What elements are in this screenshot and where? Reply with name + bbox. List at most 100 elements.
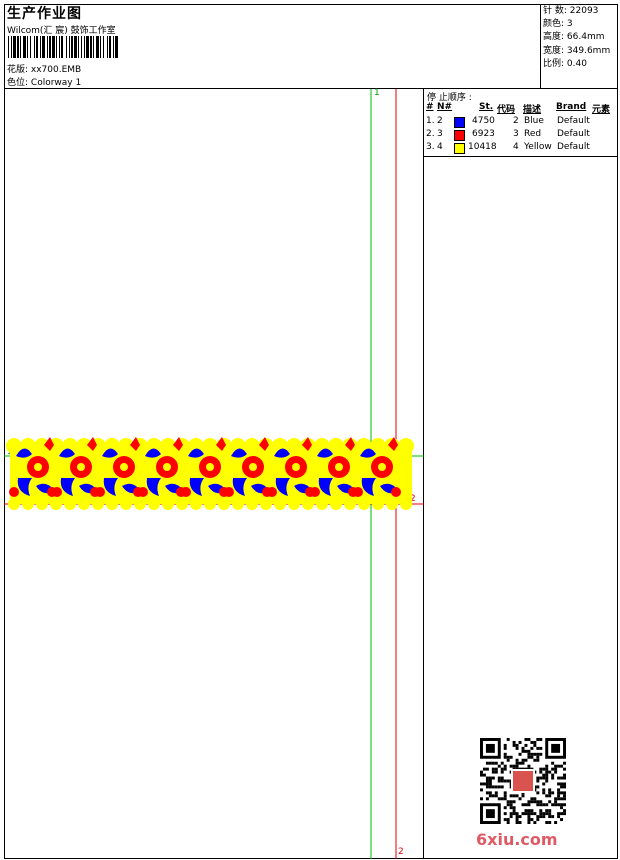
- qr-module: [497, 779, 501, 783]
- band-scallop-bottom: [260, 498, 272, 510]
- barcode-bar: [90, 36, 92, 58]
- qr-module: [536, 738, 540, 741]
- flower-center: [249, 463, 257, 471]
- row-desc: Red: [524, 129, 542, 139]
- qr-module: [509, 794, 513, 798]
- qr-module: [536, 758, 540, 762]
- qr-module: [557, 812, 561, 816]
- qr-module: [545, 776, 549, 780]
- band-scallop-top: [118, 438, 134, 454]
- leaf-blue-lower: [17, 478, 32, 496]
- band-scallop-bottom: [372, 498, 384, 510]
- qr-module: [530, 800, 534, 804]
- qr-module: [545, 764, 549, 768]
- barcode-bar: [61, 36, 63, 58]
- qr-module: [497, 764, 501, 768]
- row-code: 3: [513, 129, 519, 139]
- spec-width: 宽度: 349.6mm: [543, 45, 618, 58]
- qr-module: [509, 806, 513, 810]
- qr-module: [554, 803, 558, 807]
- qr-module: [521, 794, 525, 798]
- colorway-line: 色位: Colorway 1: [7, 75, 81, 88]
- band-scallop-top: [76, 438, 92, 454]
- qr-module: [530, 812, 534, 816]
- band-scallop-bottom: [204, 498, 216, 510]
- qr-module: [563, 803, 566, 807]
- qr-module: [500, 776, 504, 780]
- col-header-code: 代码: [497, 105, 516, 115]
- qr-module: [485, 776, 489, 780]
- band-scallop-bottom: [92, 498, 104, 510]
- qr-module: [509, 803, 513, 807]
- band-scallop-bottom: [50, 498, 62, 510]
- qr-module: [485, 779, 489, 783]
- leaf-blue-lower: [60, 478, 75, 496]
- qr-module: [533, 752, 537, 756]
- qr-module: [542, 815, 546, 819]
- flower-center: [292, 463, 300, 471]
- leaf-blue-lower: [189, 478, 204, 496]
- qr-module: [480, 788, 483, 792]
- qr-module: [509, 764, 513, 768]
- qr-module: [491, 794, 495, 798]
- qr-module: [536, 785, 540, 789]
- qr-module: [482, 782, 486, 786]
- qr-module: [527, 803, 531, 807]
- band-scallop-bottom: [64, 498, 76, 510]
- qr-module: [545, 773, 549, 777]
- qr-module: [500, 797, 504, 801]
- qr-module: [563, 773, 566, 777]
- band-scallop-top: [244, 438, 260, 454]
- qr-module: [554, 767, 558, 771]
- barcode-bar: [100, 36, 101, 58]
- qr-module: [500, 785, 504, 789]
- qr-module: [480, 770, 483, 774]
- qr-module: [518, 752, 522, 756]
- qr-module: [533, 821, 537, 824]
- qr-module: [509, 815, 513, 819]
- band-scallop-bottom: [246, 498, 258, 510]
- bud-red: [52, 487, 62, 497]
- leaf-blue: [16, 448, 32, 458]
- qr-module: [563, 791, 566, 795]
- spec-label: 高度:: [543, 32, 567, 43]
- qr-module: [521, 803, 525, 807]
- flower-center: [163, 463, 171, 471]
- bud-red: [138, 487, 148, 497]
- qr-module: [551, 773, 555, 777]
- leaf-blue-lower: [318, 478, 333, 496]
- qr-module: [524, 749, 528, 753]
- qr-module: [539, 809, 543, 813]
- qr-module: [548, 800, 552, 804]
- qr-module: [497, 776, 501, 780]
- qr-module: [545, 770, 549, 774]
- flower-center: [77, 463, 85, 471]
- qr-module: [524, 758, 528, 762]
- qr-module: [480, 782, 483, 786]
- qr-module: [536, 815, 540, 819]
- barcode-bar: [20, 36, 21, 58]
- qr-module: [539, 752, 543, 756]
- qr-module: [512, 809, 516, 813]
- qr-module: [542, 803, 546, 807]
- qr-module: [551, 767, 555, 771]
- spec-label: 颜色:: [543, 19, 567, 30]
- band-scallop-bottom: [8, 498, 20, 510]
- qr-module: [515, 743, 519, 747]
- qr-module: [557, 776, 561, 780]
- leaf-blue: [360, 448, 376, 458]
- qr-module: [563, 794, 566, 798]
- qr-module: [503, 764, 507, 768]
- band-scallop-bottom: [176, 498, 188, 510]
- qr-module: [506, 800, 510, 804]
- flower-center: [120, 463, 128, 471]
- qr-module: [557, 764, 561, 768]
- qr-module: [512, 812, 516, 816]
- qr-module: [494, 767, 498, 771]
- design-label: 花版:: [7, 65, 31, 75]
- qr-module: [515, 746, 519, 750]
- qr-module: [515, 758, 519, 762]
- qr-finder-core: [551, 743, 561, 753]
- band-scallop-bottom: [36, 498, 48, 510]
- qr-module: [515, 761, 519, 765]
